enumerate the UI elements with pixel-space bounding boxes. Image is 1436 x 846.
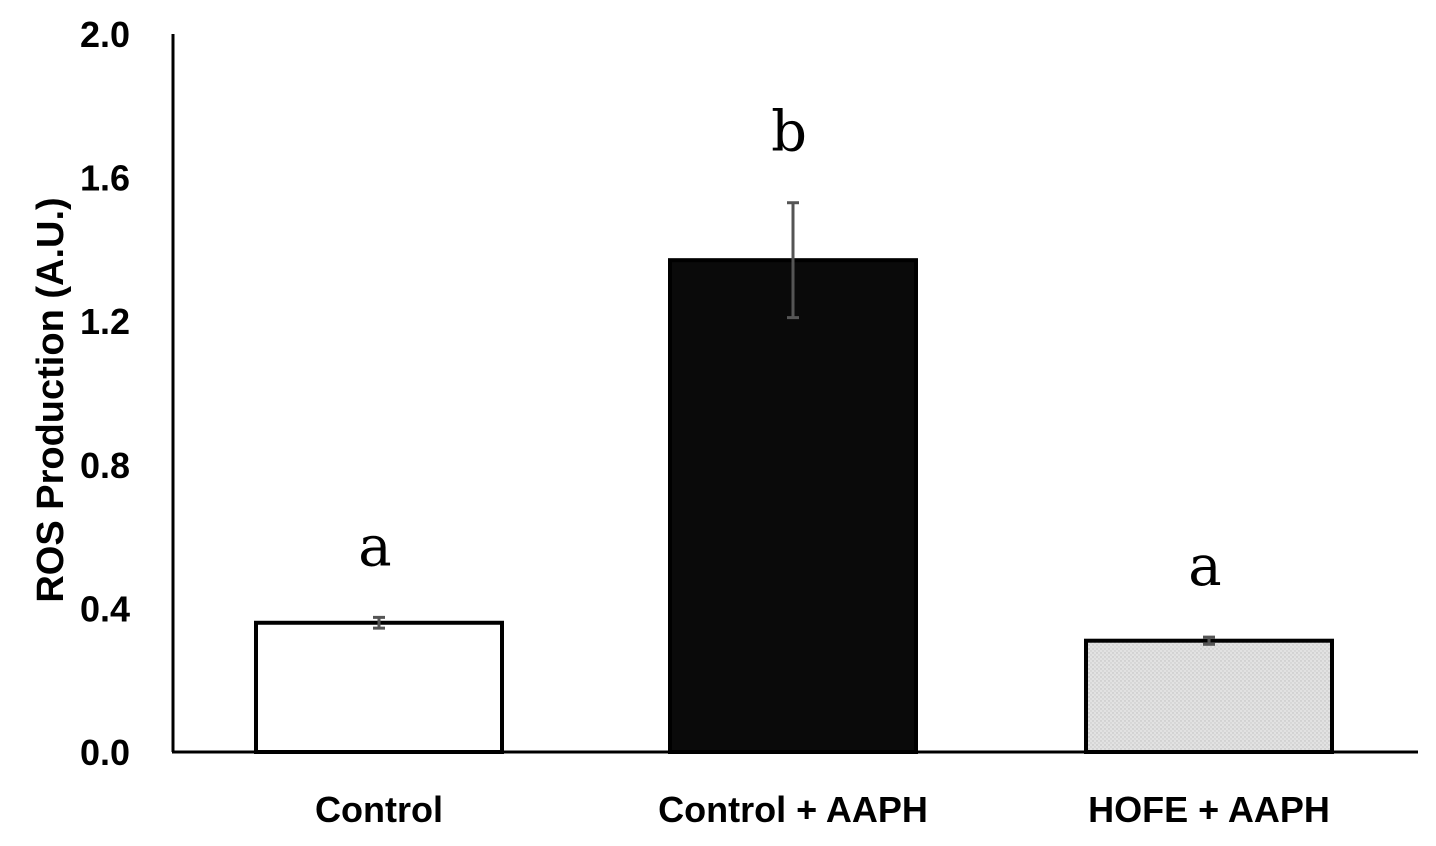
bars	[254, 258, 1334, 755]
y-tick-labels: 0.0 0.4 0.8 1.2 1.6 2.0	[80, 14, 130, 773]
error-bars	[373, 201, 1215, 646]
y-tick-label: 1.2	[80, 301, 130, 342]
x-category-label: HOFE + AAPH	[1088, 789, 1330, 830]
x-category-labels: Control Control + AAPH HOFE + AAPH	[315, 789, 1330, 830]
x-category-label: Control	[315, 789, 443, 830]
y-tick-label: 2.0	[80, 14, 130, 55]
x-category-label: Control + AAPH	[658, 789, 928, 830]
significance-labels: a b a	[358, 100, 1221, 599]
y-tick-label: 0.8	[80, 445, 130, 486]
significance-letter: a	[1188, 534, 1221, 599]
bar-0	[254, 620, 504, 755]
error-bar	[787, 201, 799, 320]
error-bar	[1203, 635, 1215, 646]
y-tick-label: 0.4	[80, 588, 130, 629]
error-bar	[373, 615, 385, 630]
significance-letter: b	[771, 100, 807, 165]
significance-letter: a	[358, 514, 391, 579]
y-axis-title: ROS Production (A.U.)	[30, 197, 72, 602]
y-tick-label: 1.6	[80, 158, 130, 199]
y-tick-label: 0.0	[80, 732, 130, 773]
bar-1	[668, 258, 918, 754]
bar-2	[1084, 638, 1334, 755]
